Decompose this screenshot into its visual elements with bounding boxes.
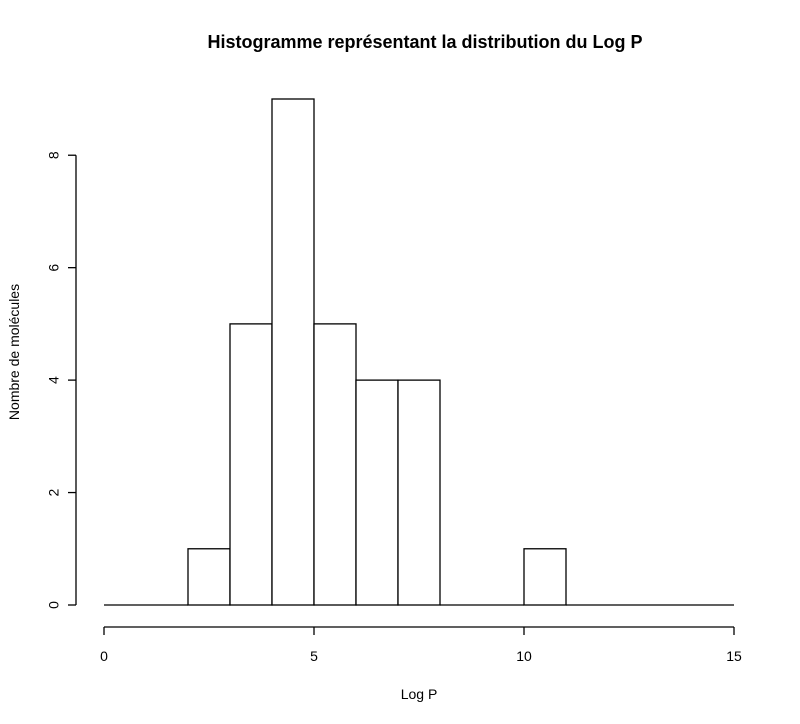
x-axis: 0 5 10 15 [100, 626, 742, 664]
histogram-bars [104, 98, 734, 606]
histogram-bar [313, 323, 357, 606]
y-axis-label: Nombre de molécules [6, 284, 22, 420]
x-axis-label: Log P [401, 686, 438, 702]
histogram-bar [229, 323, 273, 606]
y-tick-label: 6 [46, 264, 62, 272]
histogram-bar [523, 548, 567, 606]
y-tick-label: 0 [46, 601, 62, 609]
x-tick-label: 15 [726, 648, 742, 664]
y-tick-label: 8 [46, 151, 62, 159]
histogram-bar [355, 379, 399, 606]
histogram-bar [271, 98, 315, 606]
y-tick-label: 4 [46, 376, 62, 384]
y-tick-label: 2 [46, 488, 62, 496]
x-tick-label: 5 [310, 648, 318, 664]
histogram-bar [397, 379, 441, 606]
chart-title: Histogramme représentant la distribution… [207, 32, 642, 52]
y-axis: 0 2 4 6 8 [46, 151, 77, 609]
histogram-bar [187, 548, 231, 606]
x-tick-label: 10 [516, 648, 532, 664]
x-tick-label: 0 [100, 648, 108, 664]
